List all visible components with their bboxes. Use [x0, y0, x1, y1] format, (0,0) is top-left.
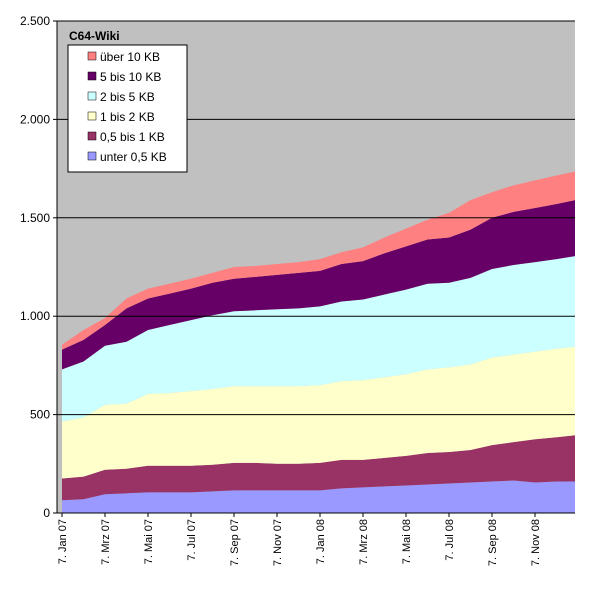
- x-tick-label: 7. Jul 07: [186, 519, 198, 561]
- x-tick-label: 7. Mrz 07: [100, 519, 112, 565]
- legend-swatch: [87, 51, 97, 61]
- legend-label: 5 bis 10 KB: [100, 70, 161, 84]
- legend-label: unter 0,5 KB: [100, 150, 167, 164]
- legend-swatch: [87, 91, 97, 101]
- area: [62, 171, 575, 350]
- x-tick-label: 7. Jan 07: [57, 519, 69, 564]
- area: [62, 435, 575, 501]
- area: [62, 256, 575, 422]
- legend-label: 2 bis 5 KB: [100, 90, 155, 104]
- x-tick-label: 7. Jan 08: [315, 519, 327, 564]
- legend-box: [67, 44, 188, 173]
- y-tick-label: 2.500: [20, 14, 50, 28]
- y-tick-label: 500: [30, 408, 50, 422]
- x-tick-label: 7. Mai 07: [143, 519, 155, 564]
- x-tick-label: 7. Nov 07: [272, 519, 284, 566]
- area: [62, 346, 575, 479]
- y-tick-label: 1.000: [20, 309, 50, 323]
- x-tick-label: 7. Sep 08: [487, 519, 499, 566]
- y-tick-label: 1.500: [20, 211, 50, 225]
- y-tick-label: 2.000: [20, 112, 50, 126]
- x-tick-label: 7. Nov 08: [530, 519, 542, 566]
- area: [62, 200, 575, 370]
- legend-swatch: [87, 71, 97, 81]
- legend-swatch: [87, 131, 97, 141]
- chart-title: C64-Wiki: [69, 29, 120, 43]
- legend-label: über 10 KB: [100, 50, 160, 64]
- legend-swatch: [87, 151, 97, 161]
- area: [62, 480, 575, 513]
- legend-label: 0,5 bis 1 KB: [100, 130, 165, 144]
- x-tick-label: 7. Jul 08: [444, 519, 456, 561]
- y-tick-label: 0: [43, 506, 50, 520]
- legend-swatch: [87, 111, 97, 121]
- x-tick-label: 7. Mai 08: [401, 519, 413, 564]
- x-tick-label: 7. Sep 07: [229, 519, 241, 566]
- legend-label: 1 bis 2 KB: [100, 110, 155, 124]
- x-tick-label: 7. Mrz 08: [358, 519, 370, 565]
